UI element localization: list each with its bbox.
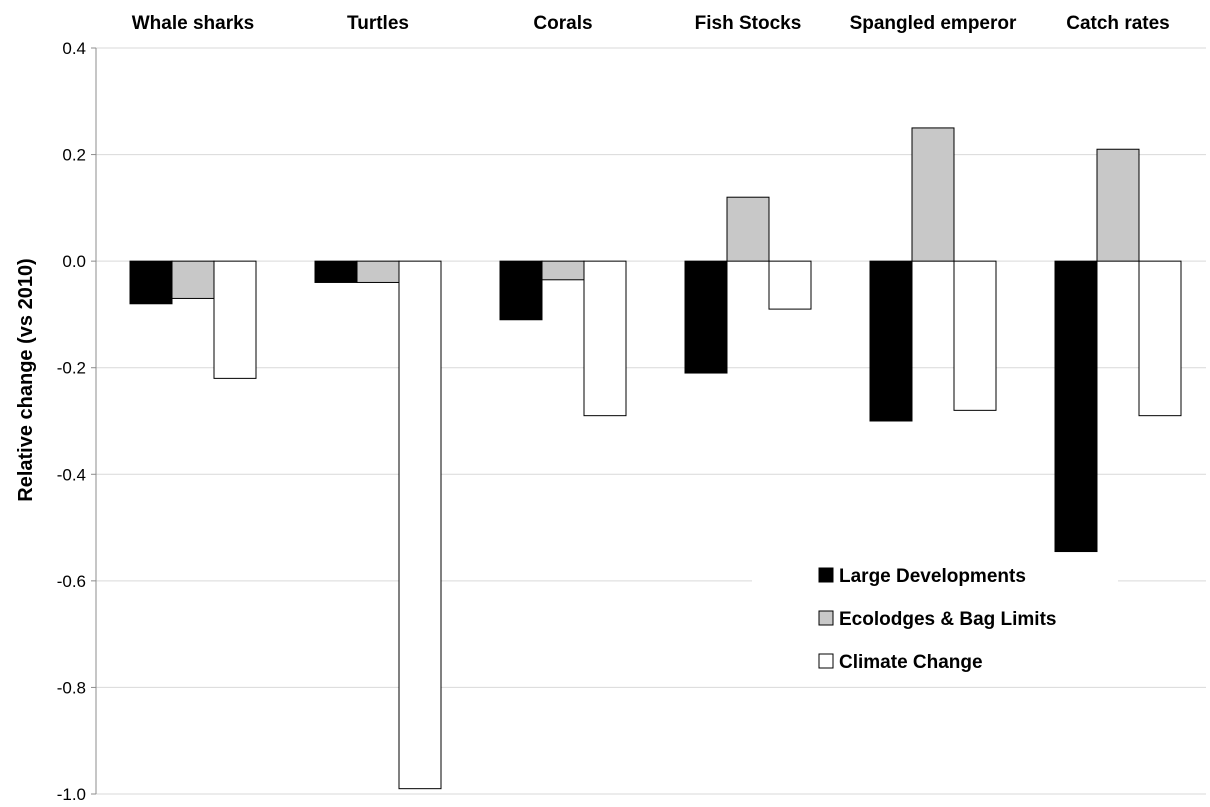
category-label: Spangled emperor (850, 13, 1017, 34)
bar (314, 260, 358, 283)
bar (499, 260, 543, 321)
legend: Large Developments Ecolodges & Bag Limits… (752, 560, 1118, 684)
y-tick-label: -0.8 (57, 678, 86, 697)
bar (129, 260, 173, 305)
category-label: Corals (533, 13, 592, 34)
category-label: Whale sharks (132, 13, 255, 34)
bar (356, 260, 400, 283)
bar (1096, 148, 1140, 262)
y-tick-label: -1.0 (57, 785, 86, 804)
y-axis-label: Relative change (vs 2010) (15, 258, 37, 501)
bar (911, 127, 955, 262)
bar (684, 260, 728, 374)
y-tick-label: -0.4 (57, 465, 86, 484)
y-axis: 0.4 0.2 0.0 -0.2 -0.4 -0.6 -0.8 -1.0 (57, 39, 97, 804)
bar (768, 260, 812, 310)
bar (541, 260, 585, 281)
category-label: Catch rates (1066, 13, 1170, 34)
legend-box (752, 560, 1118, 684)
legend-label: Climate Change (839, 652, 983, 673)
y-tick-label: -0.6 (57, 572, 86, 591)
bar (726, 196, 770, 262)
category-label: Fish Stocks (695, 13, 802, 34)
bar (398, 260, 442, 790)
legend-swatch (818, 610, 834, 626)
y-tick-label: -0.2 (57, 359, 86, 378)
y-tick-label: 0.2 (62, 146, 86, 165)
bar (583, 260, 627, 417)
legend-swatch (818, 653, 834, 669)
bar (953, 260, 997, 411)
legend-swatch (818, 567, 834, 583)
gridlines (96, 47, 1206, 795)
bar (1054, 260, 1098, 553)
legend-label: Large Developments (839, 566, 1026, 587)
category-labels: Whale sharks Turtles Corals Fish Stocks Span… (132, 13, 1170, 34)
bar (1138, 260, 1182, 417)
category-label: Turtles (347, 13, 409, 34)
bars (129, 127, 1182, 790)
y-tick-label: 0.4 (62, 39, 86, 58)
bar (869, 260, 913, 422)
y-tick-label: 0.0 (62, 252, 86, 271)
bar (171, 260, 215, 299)
bar (213, 260, 257, 379)
legend-label: Ecolodges & Bag Limits (839, 609, 1056, 630)
